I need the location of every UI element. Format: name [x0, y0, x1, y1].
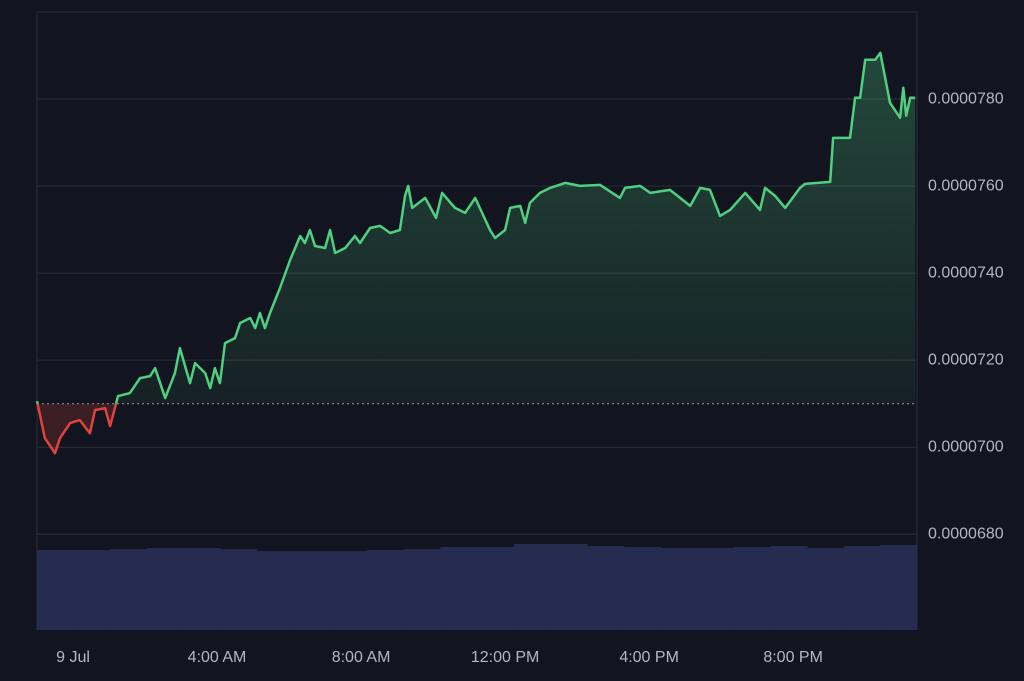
volume-bar [770, 546, 808, 630]
volume-bar [220, 549, 258, 630]
volume-bar [367, 550, 405, 630]
volume-bar [110, 549, 148, 630]
volume-bar [73, 550, 111, 630]
y-tick-label: 0.0000760 [928, 177, 1004, 194]
volume-bar [513, 544, 551, 630]
price-line-up [35, 51, 916, 404]
y-tick-label: 0.0000680 [928, 525, 1004, 542]
x-tick-label: 4:00 PM [619, 649, 679, 666]
area-down [37, 403, 117, 454]
volume-bar [403, 549, 441, 630]
volume-bar [147, 548, 185, 630]
volume-bar [183, 548, 221, 630]
volume-bar [440, 547, 478, 630]
volume-bar [257, 551, 295, 630]
volume-bar [807, 548, 845, 630]
y-tick-label: 0.0000720 [928, 351, 1004, 368]
x-tick-label: 4:00 AM [188, 649, 247, 666]
volume-bar [330, 551, 368, 630]
volume-bar [37, 550, 75, 630]
volume-bar [697, 548, 735, 630]
volume-bar [293, 551, 331, 630]
area-up [37, 52, 916, 404]
volume-bar [660, 548, 698, 630]
volume-bar [550, 544, 588, 630]
y-tick-label: 0.0000740 [928, 264, 1004, 281]
x-tick-label: 9 Jul [56, 649, 90, 666]
x-tick-label: 8:00 AM [332, 649, 391, 666]
x-tick-label: 8:00 PM [763, 649, 823, 666]
volume-bar [843, 546, 881, 630]
volume-bar [623, 547, 661, 630]
y-tick-label: 0.0000780 [928, 90, 1004, 107]
volume-bar [477, 547, 515, 630]
volume-bar [587, 546, 625, 630]
x-tick-label: 12:00 PM [471, 649, 539, 666]
y-tick-label: 0.0000700 [928, 438, 1004, 455]
volume-bar [733, 547, 771, 630]
volume-bar [880, 545, 918, 630]
